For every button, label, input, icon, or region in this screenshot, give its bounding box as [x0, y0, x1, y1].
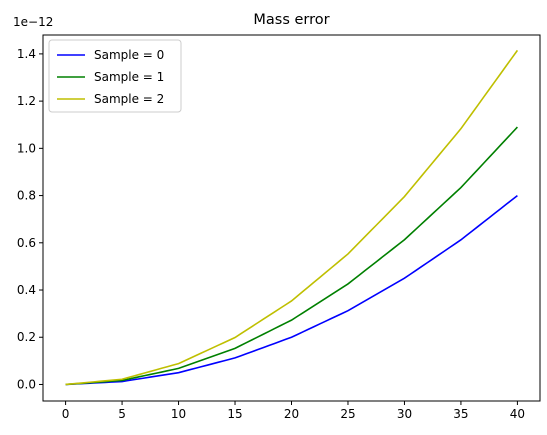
x-tick-label: 35 [453, 407, 468, 421]
x-tick-label: 0 [62, 407, 70, 421]
y-tick-label: 0.2 [17, 330, 36, 344]
x-tick-label: 10 [171, 407, 186, 421]
legend-label-0: Sample = 0 [94, 48, 164, 62]
series-layer [65, 49, 519, 386]
x-axis: 0 5 10 15 20 25 30 35 40 [62, 401, 525, 421]
y-tick-label: 0.6 [17, 236, 36, 250]
y-tick-label: 1.4 [17, 47, 36, 61]
series-line-2 [65, 49, 519, 386]
x-tick-label: 25 [340, 407, 355, 421]
x-tick-label: 40 [510, 407, 525, 421]
chart-title: Mass error [253, 12, 329, 28]
y-tick-label: 0.8 [17, 189, 36, 203]
series-line-1 [65, 126, 518, 386]
series-line-0 [65, 194, 518, 386]
y-scale-label: 1e−12 [13, 15, 53, 29]
y-tick-label: 1.0 [17, 141, 36, 155]
x-tick-label: 15 [227, 407, 242, 421]
y-axis: 0.0 0.2 0.4 0.6 0.8 1.0 1.2 1.4 [17, 47, 43, 391]
x-tick-label: 20 [284, 407, 299, 421]
x-tick-label: 30 [397, 407, 412, 421]
y-tick-label: 1.2 [17, 94, 36, 108]
legend-box [48, 39, 182, 113]
legend-label-2: Sample = 2 [94, 92, 164, 106]
y-tick-label: 0.0 [17, 377, 36, 391]
legend: Sample = 0 Sample = 1 Sample = 2 [48, 39, 182, 113]
y-tick-label: 0.4 [17, 283, 36, 297]
legend-label-1: Sample = 1 [94, 70, 164, 84]
x-tick-label: 5 [118, 407, 126, 421]
